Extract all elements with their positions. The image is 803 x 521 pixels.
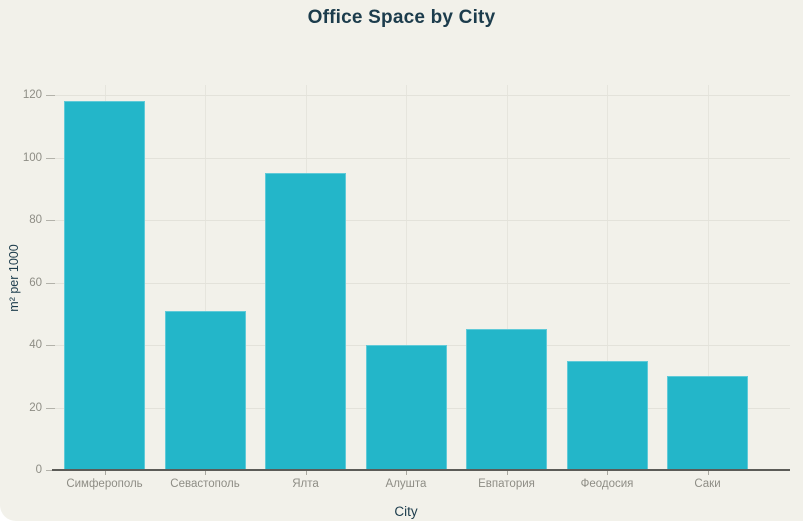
x-tick-label: Евпатория: [478, 478, 535, 490]
horizontal-gridline: [55, 220, 790, 221]
bar-Феодосия: [566, 360, 648, 470]
bar-Симферополь: [64, 101, 145, 470]
y-tick-mark: [46, 157, 55, 159]
y-tick-label: 100: [22, 151, 42, 164]
y-tick-label: 20: [29, 401, 42, 414]
x-tick-mark: [305, 471, 307, 475]
x-tick-label: Симферополь: [66, 478, 143, 490]
vertical-gridline: [406, 85, 407, 470]
x-tick-label: Феодосия: [580, 478, 634, 490]
x-tick-label: Ялта: [292, 478, 319, 490]
x-tick-label: Севастополь: [170, 478, 240, 490]
bar-Севастополь: [164, 310, 246, 470]
x-tick-label: Саки: [694, 478, 721, 490]
bar-Ялта: [265, 173, 346, 470]
x-axis-title: City: [394, 504, 418, 519]
x-tick-mark: [104, 471, 106, 475]
y-tick-label: 40: [29, 339, 42, 351]
x-tick-mark: [506, 471, 508, 475]
y-tick-mark: [46, 282, 55, 284]
horizontal-gridline: [55, 157, 790, 159]
y-tick-label: 0: [35, 464, 42, 476]
y-tick-mark: [46, 345, 55, 346]
y-tick-mark: [46, 407, 55, 409]
x-tick-mark: [707, 471, 709, 475]
y-tick-label: 120: [22, 89, 42, 101]
x-axis-line: [52, 469, 790, 471]
bar-Алушта: [365, 345, 447, 470]
x-tick-label: Алушта: [385, 478, 427, 490]
horizontal-gridline: [55, 95, 790, 96]
bar-Евпатория: [466, 329, 547, 470]
x-tick-mark: [406, 471, 407, 475]
y-tick-label: 60: [29, 276, 42, 289]
y-tick-mark: [46, 470, 55, 471]
y-tick-mark: [46, 95, 55, 96]
y-tick-mark: [46, 220, 55, 221]
vertical-gridline: [607, 85, 608, 470]
chart-title: Office Space by City: [307, 7, 496, 28]
y-tick-label: 80: [29, 214, 42, 226]
x-tick-mark: [607, 471, 608, 475]
y-axis-title: m² per 1000: [7, 244, 21, 312]
bar-Саки: [667, 376, 748, 470]
horizontal-gridline: [55, 282, 790, 284]
vertical-gridline: [506, 85, 508, 470]
vertical-gridline: [707, 85, 709, 470]
vertical-gridline: [205, 85, 206, 470]
x-tick-mark: [205, 471, 206, 475]
